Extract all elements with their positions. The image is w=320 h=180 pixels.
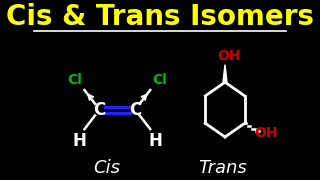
Text: OH: OH (254, 126, 277, 140)
Text: H: H (73, 132, 86, 150)
Polygon shape (223, 65, 227, 82)
Text: OH: OH (217, 49, 241, 63)
Text: C: C (130, 101, 142, 119)
Text: Cis: Cis (94, 159, 121, 177)
Text: Cl: Cl (153, 73, 167, 87)
Text: Cis & Trans Isomers: Cis & Trans Isomers (6, 3, 314, 31)
Text: H: H (148, 132, 162, 150)
Text: Cl: Cl (67, 73, 82, 87)
Text: Trans: Trans (198, 159, 247, 177)
Text: C: C (93, 101, 105, 119)
